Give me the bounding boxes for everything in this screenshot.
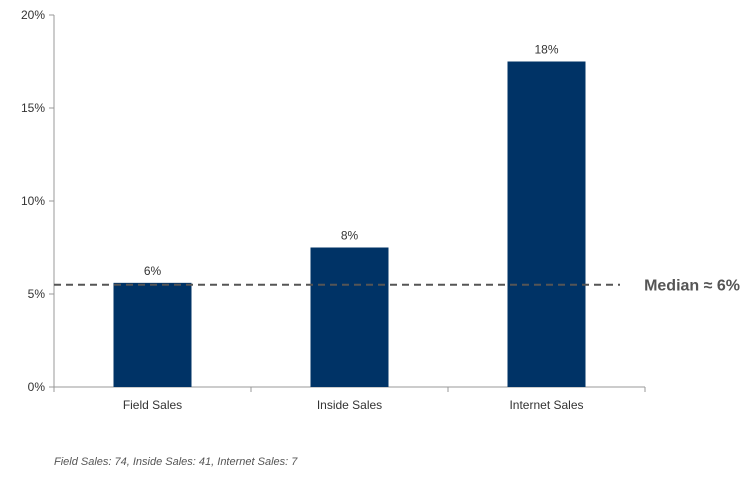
bar	[507, 61, 586, 387]
data-label: 6%	[144, 264, 162, 278]
bar	[113, 282, 192, 387]
bar	[310, 247, 389, 387]
median-label: Median ≈ 6%	[644, 278, 740, 295]
y-tick-label: 15%	[21, 101, 45, 115]
x-tick-label: Field Sales	[123, 398, 182, 412]
y-tick-label: 20%	[21, 8, 45, 22]
data-label: 8%	[341, 229, 359, 243]
footnote: Field Sales: 74, Inside Sales: 41, Inter…	[54, 456, 298, 468]
y-tick-label: 0%	[28, 380, 46, 394]
data-label: 18%	[534, 43, 558, 57]
x-tick-label: Internet Sales	[509, 398, 583, 412]
x-tick-label: Inside Sales	[317, 398, 382, 412]
y-tick-label: 10%	[21, 194, 45, 208]
y-tick-label: 5%	[28, 287, 46, 301]
